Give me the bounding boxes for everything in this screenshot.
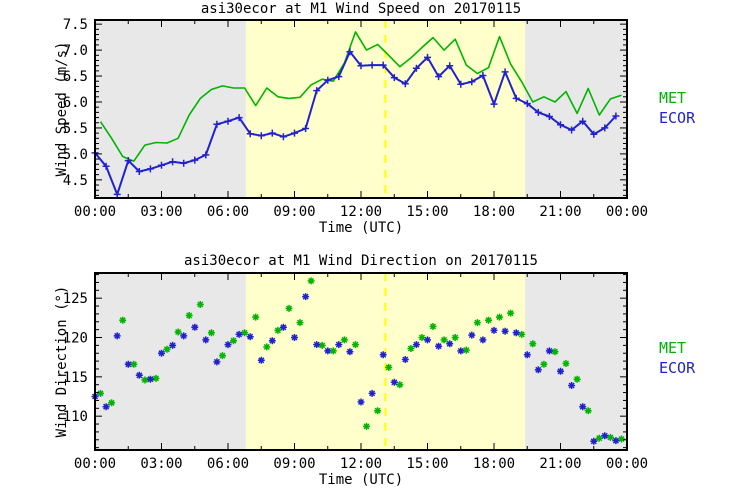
svg-text:125: 125 — [63, 291, 88, 307]
svg-text:6.0: 6.0 — [63, 95, 88, 111]
svg-text:06:00: 06:00 — [207, 456, 249, 472]
svg-text:12:00: 12:00 — [340, 456, 382, 472]
svg-text:18:00: 18:00 — [473, 204, 515, 220]
svg-text:03:00: 03:00 — [140, 204, 182, 220]
svg-text:115: 115 — [63, 370, 88, 386]
wind-speed-plot: 00:00 03:00 06:00 09:00 12:00 15:00 18:00 21:00… — [54, 17, 648, 236]
daylight-band — [245, 273, 526, 450]
svg-text:7.5: 7.5 — [63, 17, 88, 33]
met-markers — [97, 277, 625, 443]
svg-text:Wind Direction (°): Wind Direction (°) — [54, 286, 70, 438]
direction-legend-met: MET — [659, 339, 687, 357]
svg-text:00:00: 00:00 — [74, 204, 116, 220]
svg-text:Time (UTC): Time (UTC) — [319, 220, 403, 236]
svg-text:00:00: 00:00 — [74, 456, 116, 472]
svg-text:09:00: 09:00 — [273, 456, 315, 472]
speed-legend-met: MET — [659, 89, 687, 107]
svg-text:21:00: 21:00 — [539, 204, 581, 220]
wind-direction-title: asi30ecor at M1 Wind Direction on 201701… — [183, 253, 538, 269]
svg-text:06:00: 06:00 — [207, 204, 249, 220]
met-line — [99, 31, 622, 162]
svg-text:18:00: 18:00 — [473, 456, 515, 472]
wind-speed-title: asi30ecor at M1 Wind Speed on 20170115 — [200, 1, 522, 17]
svg-text:Wind Speed (m/s): Wind Speed (m/s) — [54, 42, 70, 177]
daylight-band — [245, 20, 526, 198]
svg-text:15:00: 15:00 — [406, 456, 448, 472]
svg-text:5.5: 5.5 — [63, 121, 88, 137]
wind-direction-plot: 00:00 03:00 06:00 09:00 12:00 15:00 18:00 21:00… — [54, 272, 648, 488]
svg-text:5.0: 5.0 — [63, 147, 88, 163]
svg-text:00:00: 00:00 — [606, 204, 648, 220]
direction-legend-ecor: ECOR — [659, 359, 696, 377]
svg-text:15:00: 15:00 — [406, 204, 448, 220]
speed-legend-ecor: ECOR — [659, 109, 696, 127]
svg-text:03:00: 03:00 — [140, 456, 182, 472]
svg-text:12:00: 12:00 — [340, 204, 382, 220]
svg-text:Time (UTC): Time (UTC) — [319, 472, 403, 488]
svg-text:7.0: 7.0 — [63, 43, 88, 59]
svg-text:00:00: 00:00 — [606, 456, 648, 472]
svg-text:21:00: 21:00 — [539, 456, 581, 472]
svg-text:6.5: 6.5 — [63, 69, 88, 85]
svg-text:110: 110 — [63, 409, 88, 425]
svg-text:4.5: 4.5 — [63, 173, 88, 189]
svg-text:120: 120 — [63, 331, 88, 347]
svg-text:09:00: 09:00 — [273, 204, 315, 220]
